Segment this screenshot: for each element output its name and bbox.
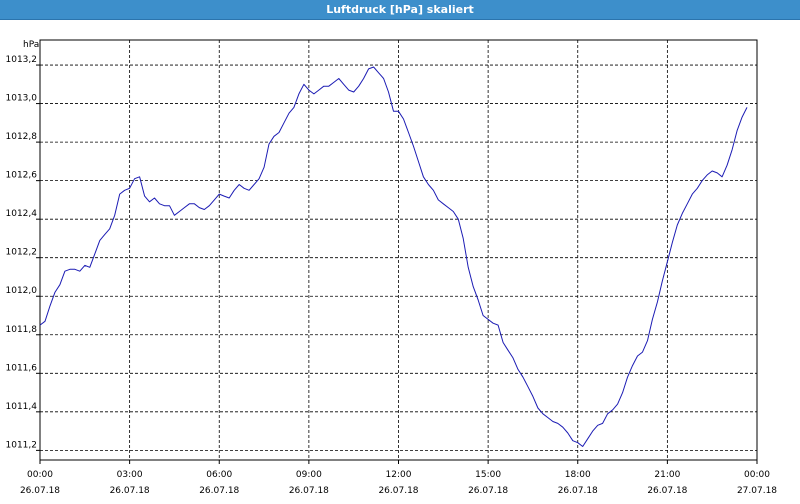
y-tick-label: 1012,6 <box>6 171 38 181</box>
x-tick-label-date: 26.07.18 <box>110 486 150 496</box>
chart-area: 1011,2 1011,4 1011,6 1011,8 1012,0 1012,2 1012… <box>0 20 800 500</box>
x-tick-label-time: 18:00 <box>565 470 591 480</box>
x-tick-label-date: 26.07.18 <box>558 486 598 496</box>
y-tick-label: 1013,0 <box>6 94 38 104</box>
x-tick-label-date: 26.07.18 <box>468 486 508 496</box>
x-tick-label-date: 26.07.18 <box>20 486 60 496</box>
y-axis-label: hPa <box>23 40 39 50</box>
y-tick-label: 1012,8 <box>6 132 38 142</box>
x-axis-ticks: 00:00 26.07.18 03:00 26.07.18 06:00 26.07.18 0… <box>20 460 777 496</box>
y-tick-label: 1011,8 <box>6 325 38 335</box>
x-tick-label-time: 15:00 <box>475 470 501 480</box>
x-tick-label-date: 26.07.18 <box>289 486 329 496</box>
x-tick-label-time: 06:00 <box>206 470 232 480</box>
y-tick-label: 1012,0 <box>6 286 38 296</box>
x-tick-label-time: 21:00 <box>654 470 680 480</box>
y-tick-label: 1012,2 <box>6 248 38 258</box>
x-tick-label-time: 03:00 <box>117 470 143 480</box>
x-tick-label-time: 12:00 <box>386 470 412 480</box>
y-axis-ticks: 1011,2 1011,4 1011,6 1011,8 1012,0 1012,2 1012… <box>6 55 40 451</box>
y-tick-label: 1011,6 <box>6 363 38 373</box>
series-line-0 <box>39 66 748 447</box>
series-group <box>39 66 748 447</box>
y-tick-label: 1011,2 <box>6 440 38 450</box>
x-tick-label-time: 09:00 <box>296 470 322 480</box>
window-title: Luftdruck [hPa] skaliert <box>0 0 800 20</box>
x-tick-label-time: 00:00 <box>744 470 770 480</box>
x-tick-label-time: 00:00 <box>27 470 53 480</box>
x-tick-label-date: 27.07.18 <box>737 486 777 496</box>
y-tick-label: 1012,4 <box>6 209 38 219</box>
line-chart: 1011,2 1011,4 1011,6 1011,8 1012,0 1012,2 1012… <box>6 39 777 496</box>
y-tick-label: 1011,4 <box>6 402 38 412</box>
y-tick-label: 1013,2 <box>6 55 38 65</box>
x-tick-label-date: 26.07.18 <box>378 486 418 496</box>
grid-lines <box>40 40 757 460</box>
x-tick-label-date: 26.07.18 <box>647 486 687 496</box>
x-tick-label-date: 26.07.18 <box>199 486 239 496</box>
